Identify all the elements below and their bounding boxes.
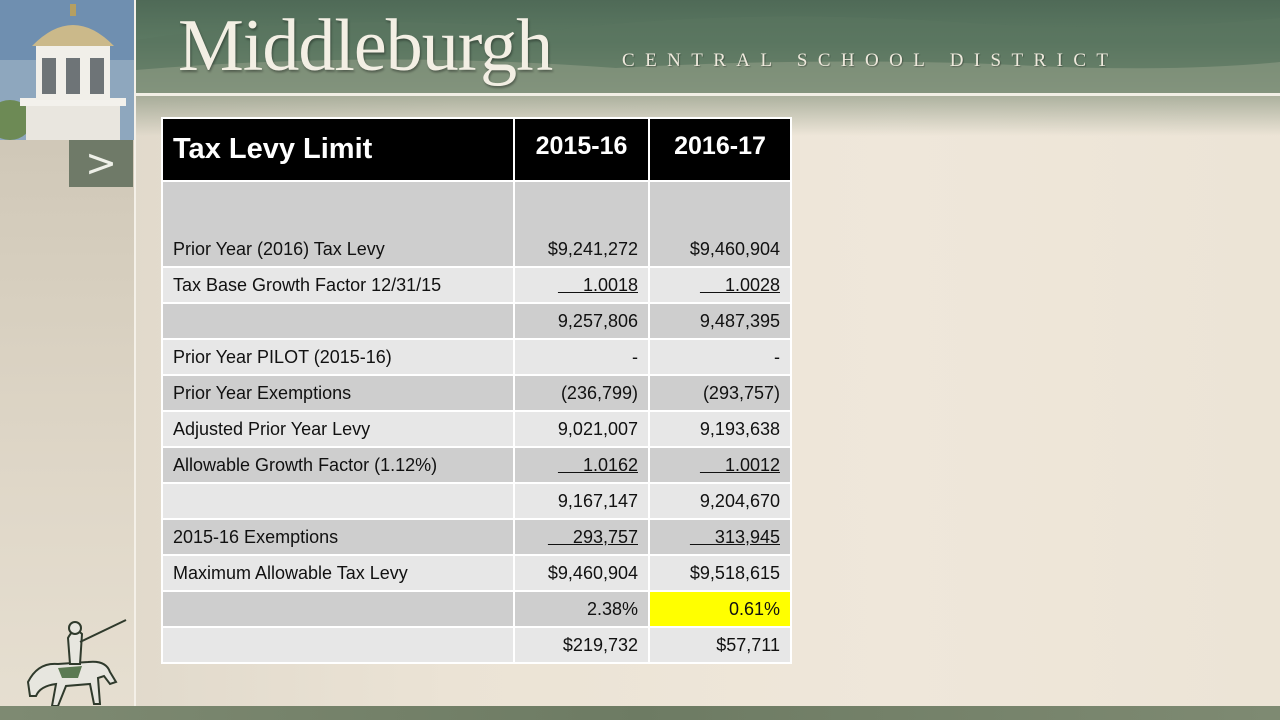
cell-value: (293,757) [648,374,792,412]
cell-value: $9,460,904 [648,180,792,268]
row-label: Tax Base Growth Factor 12/31/15 [161,266,515,304]
table-row: Allowable Growth Factor (1.12%) 1.0162 1… [161,446,792,484]
cell-value: 1.0018 [557,274,638,295]
tax-levy-table: Tax Levy Limit 2015-16 2016-17 Prior Yea… [161,117,792,664]
cell-value: 313,945 [689,526,780,547]
row-label: Maximum Allowable Tax Levy [161,554,515,592]
year-header: 2015-16 [513,117,650,182]
row-label: Prior Year PILOT (2015-16) [161,338,515,376]
year-header: 2016-17 [648,117,792,182]
table-row: Prior Year (2016) Tax Levy $9,241,272 $9… [161,180,792,268]
cell-value: 9,204,670 [648,482,792,520]
table-row: 9,167,147 9,204,670 [161,482,792,520]
header-divider [136,93,1280,96]
cell-value: 2.38% [513,590,650,628]
row-label: 2015-16 Exemptions [161,518,515,556]
knight-on-horse-image [26,619,127,707]
header-banner [136,0,1280,95]
mountain-landscape-image [136,16,1280,95]
row-label [161,590,515,628]
row-label [161,626,515,664]
table-row: Prior Year Exemptions (236,799) (293,757… [161,374,792,412]
cell-value: 9,487,395 [648,302,792,340]
row-label: Prior Year Exemptions [161,374,515,412]
cell-value: (236,799) [513,374,650,412]
cell-value: 9,193,638 [648,410,792,448]
table-row: $219,732 $57,711 [161,626,792,664]
row-label: Prior Year (2016) Tax Levy [161,180,515,268]
cell-value: - [513,338,650,376]
table-row: 2.38% 0.61% [161,590,792,628]
row-label [161,302,515,340]
cell-value: $9,241,272 [513,180,650,268]
table-row: Adjusted Prior Year Levy 9,021,007 9,193… [161,410,792,448]
cell-value: $219,732 [513,626,650,664]
cell-value: 1.0012 [699,454,780,475]
table-row: Maximum Allowable Tax Levy $9,460,904 $9… [161,554,792,592]
table-row: Prior Year PILOT (2015-16) - - [161,338,792,376]
district-subtitle: CENTRAL SCHOOL DISTRICT [622,50,1119,71]
footer-band [0,706,1280,720]
table-row: Tax Base Growth Factor 12/31/15 1.0018 1… [161,266,792,304]
row-label [161,482,515,520]
table-title: Tax Levy Limit [161,117,515,182]
cell-value: $9,460,904 [513,554,650,592]
cell-value: 9,021,007 [513,410,650,448]
table-header-row: Tax Levy Limit 2015-16 2016-17 [161,117,792,182]
cell-value: 1.0028 [699,274,780,295]
next-slide-arrow-icon[interactable]: > [69,140,133,187]
table-row: 2015-16 Exemptions 293,757 313,945 [161,518,792,556]
cell-value: $57,711 [648,626,792,664]
cupola-image [0,0,134,140]
left-decorative-panel [0,0,136,720]
cell-value: 293,757 [547,526,638,547]
row-label: Allowable Growth Factor (1.12%) [161,446,515,484]
district-logo-text: Middleburgh [178,5,553,87]
cell-value: 9,167,147 [513,482,650,520]
cell-value: - [648,338,792,376]
cell-value: 1.0162 [557,454,638,475]
cell-value: 9,257,806 [513,302,650,340]
row-label: Adjusted Prior Year Levy [161,410,515,448]
cell-value: $9,518,615 [648,554,792,592]
table-row: 9,257,806 9,487,395 [161,302,792,340]
highlighted-cell-value: 0.61% [648,590,792,628]
